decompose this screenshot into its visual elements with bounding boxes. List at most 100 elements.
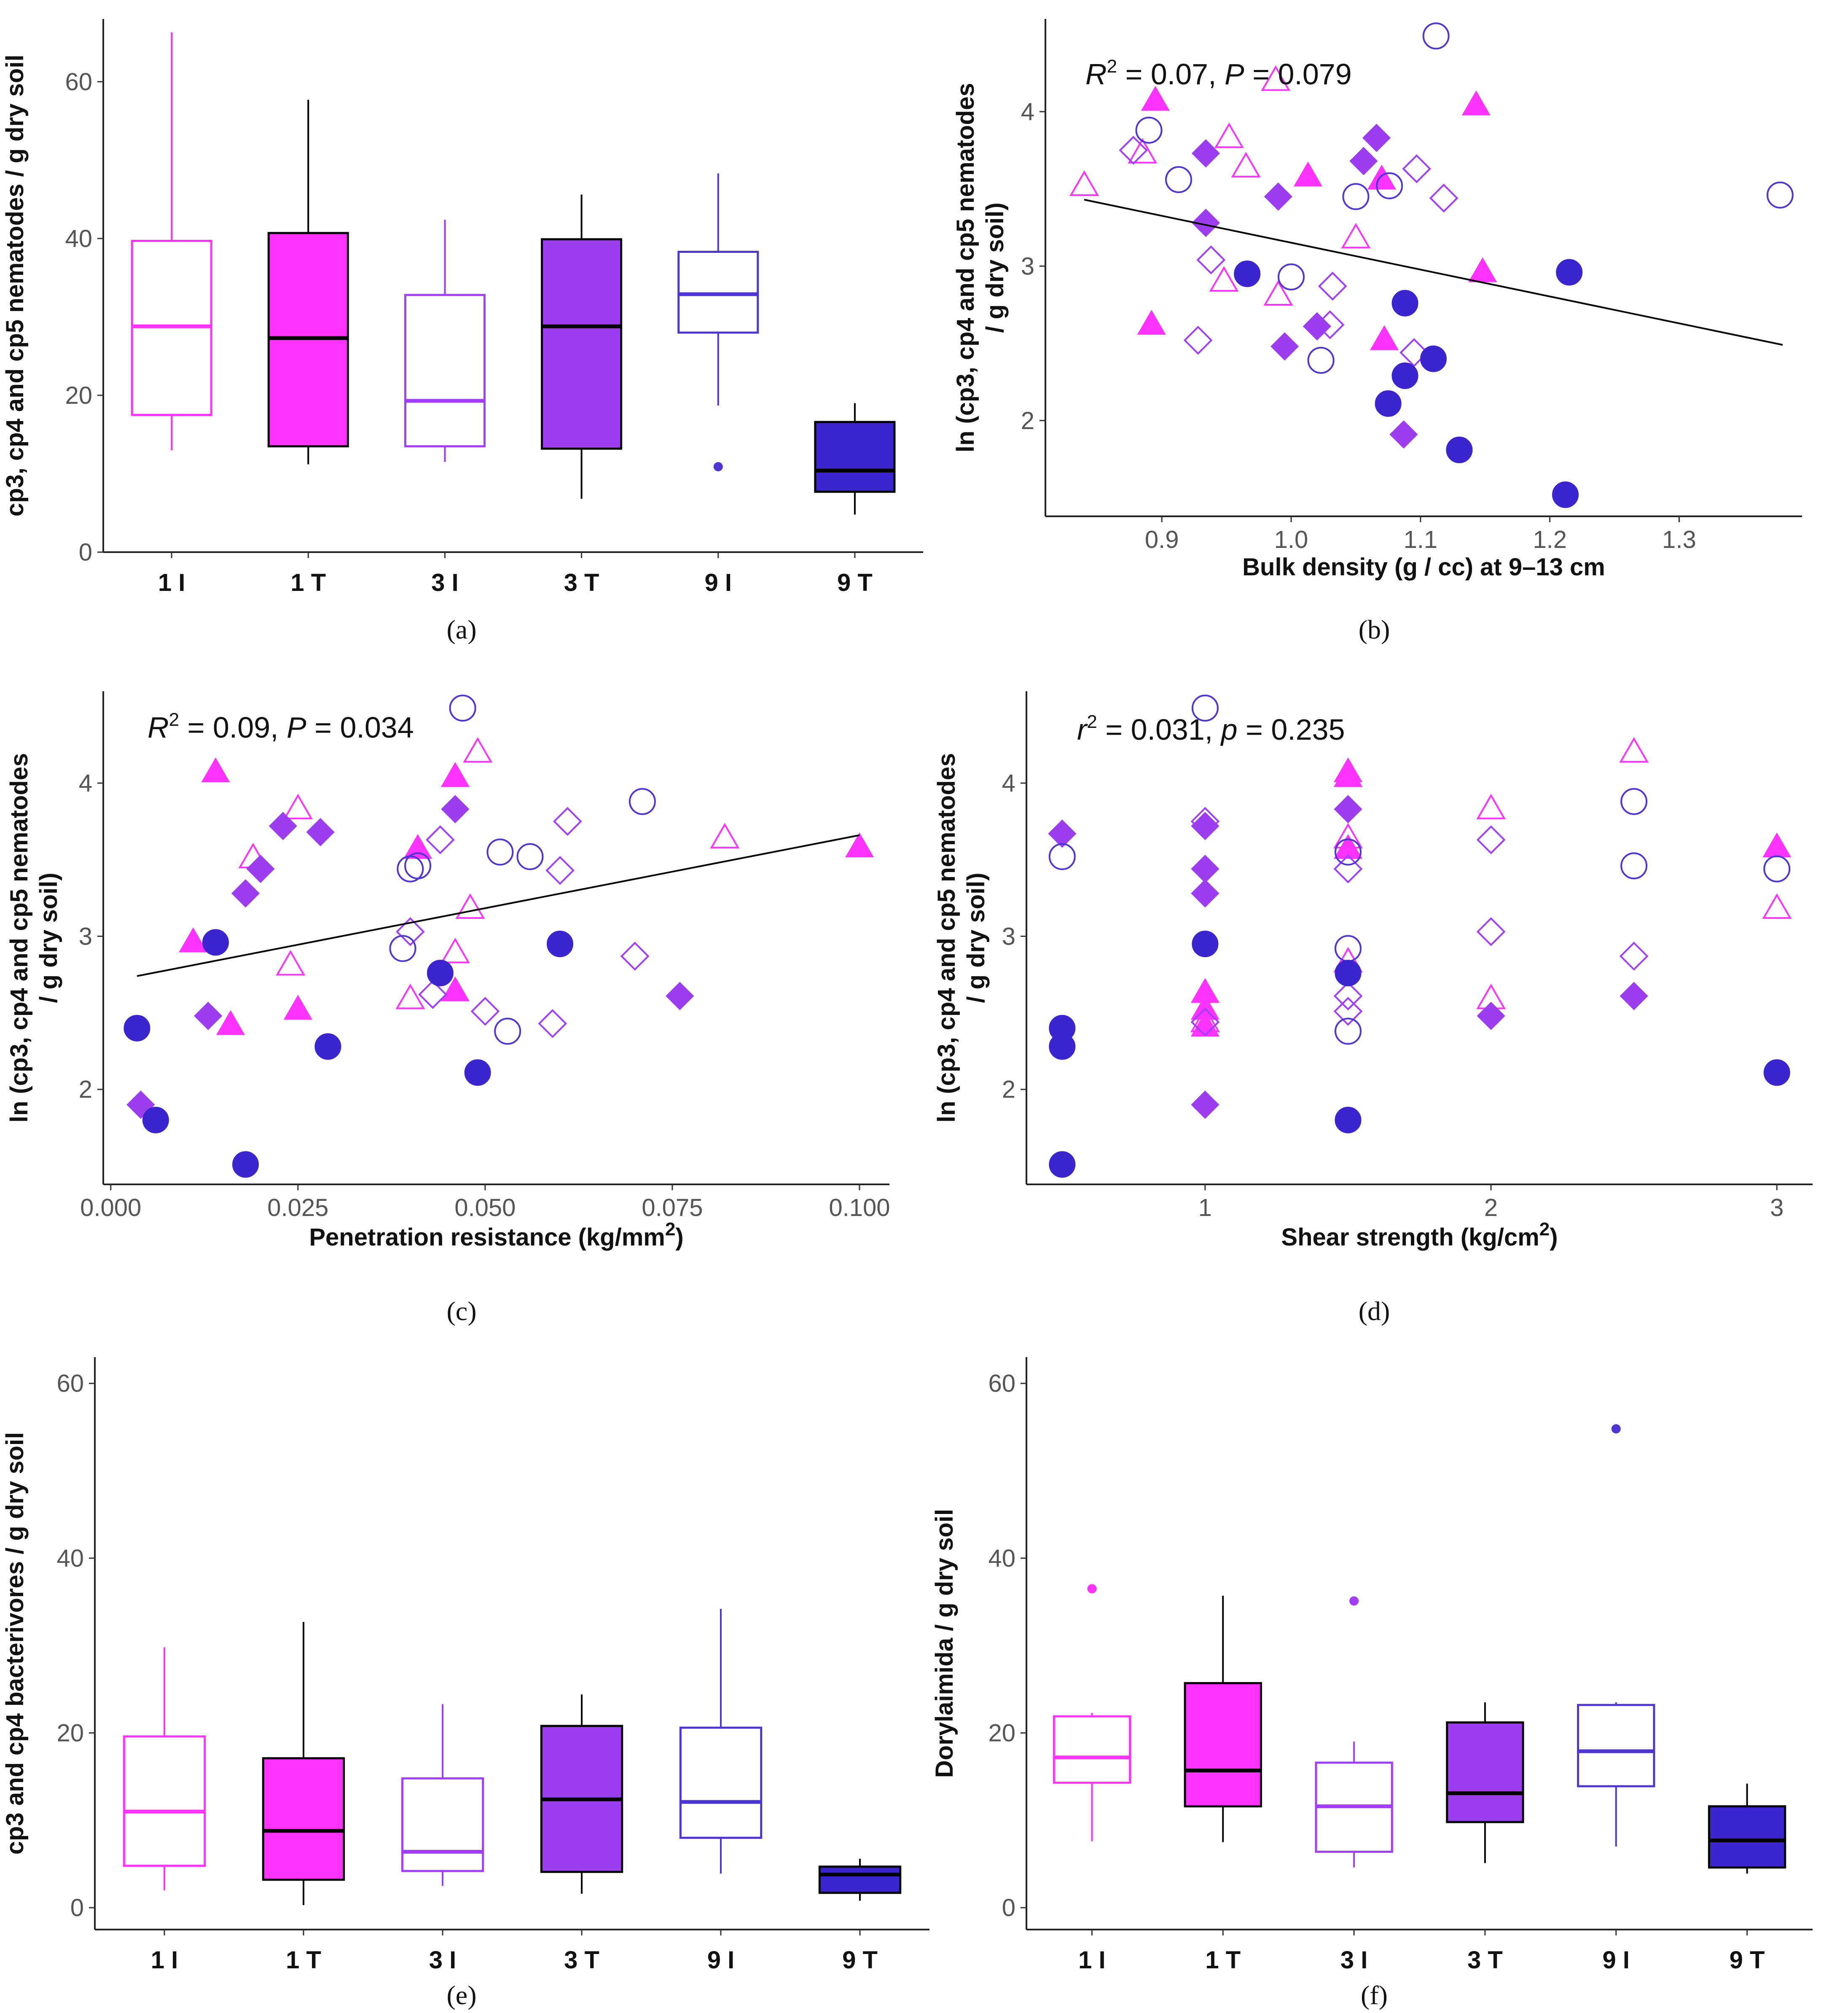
data-point-circle <box>1391 362 1418 389</box>
data-point-circle <box>1049 1151 1076 1178</box>
y-tick-label: 4 <box>79 770 92 797</box>
data-point-diamond <box>194 1001 223 1030</box>
box-3t <box>541 194 623 499</box>
data-point-diamond <box>1191 1090 1219 1119</box>
data-point-triangle <box>710 823 740 848</box>
y-axis-title: ln (cp3, cp4 and cp5 nematodes <box>952 83 979 453</box>
x-tick-label: 9 T <box>1730 1946 1765 1974</box>
series-3i <box>395 807 650 1038</box>
stats-annotation: r2 = 0.031, p = 0.235 <box>1077 711 1345 746</box>
data-point-circle <box>232 1151 259 1178</box>
data-point-circle <box>1620 852 1648 880</box>
x-tick-label: 9 I <box>1603 1946 1630 1974</box>
series-9t <box>1049 931 1790 1178</box>
data-point-circle <box>1620 788 1648 815</box>
data-point-circle <box>1048 843 1076 870</box>
panel-e: 0 20 40 60 cp3 and cp4 bacterivores / g dry … <box>1 1357 929 2010</box>
data-point-triangle <box>1128 138 1158 164</box>
data-point-triangle <box>1762 893 1792 919</box>
data-point-triangle <box>441 976 470 1001</box>
x-tick-label: 0.025 <box>267 1194 328 1221</box>
data-point-triangle <box>1367 164 1396 190</box>
box-9i <box>679 1609 763 1874</box>
x-tick-label: 9 I <box>707 1946 735 1974</box>
series-3t <box>126 795 694 1119</box>
data-point-circle <box>1391 290 1418 317</box>
y-axis-title: Dorylaimida / g dry soil <box>931 1509 958 1778</box>
data-point-triangle <box>201 757 230 783</box>
x-tick-label: 0.075 <box>642 1194 703 1221</box>
box-iqr <box>1577 1704 1655 1788</box>
box-iqr <box>679 1726 763 1839</box>
x-tick-label: 9 T <box>842 1946 878 1974</box>
data-point-diamond <box>1191 139 1220 168</box>
data-point-triangle <box>1333 834 1363 859</box>
data-point-diamond <box>1619 942 1649 971</box>
y-tick-label: 40 <box>56 1545 84 1572</box>
y-tick-label: 40 <box>988 1545 1015 1572</box>
data-point-triangle <box>1468 257 1497 282</box>
series-9t <box>124 929 573 1178</box>
data-point-triangle <box>283 794 313 819</box>
panel-f: 0 20 40 60 Dorylaimida / g dry soil (f) 1 I 1 T… <box>931 1357 1813 2010</box>
y-axis-title-line2: / g dry soil) <box>35 872 62 1003</box>
data-point-diamond <box>1119 136 1148 165</box>
data-point-circle <box>202 929 229 956</box>
regression-line <box>137 834 860 977</box>
y-tick-label: 2 <box>1021 407 1034 435</box>
x-tick-label: 1 I <box>158 569 185 596</box>
y-tick-label: 2 <box>79 1076 92 1103</box>
data-point-circle <box>1049 1033 1076 1060</box>
data-point-triangle <box>1069 170 1099 196</box>
panel-label: (b) <box>1359 615 1390 644</box>
data-point-triangle <box>463 737 493 763</box>
x-tick-label: 1 <box>1198 1194 1212 1221</box>
box-iqr <box>818 1865 902 1894</box>
x-tick-label: 1.0 <box>1274 526 1308 553</box>
data-point-circle <box>1307 346 1335 374</box>
data-point-circle <box>1376 172 1403 199</box>
data-point-circle <box>1165 166 1193 193</box>
y-axis-title: cp3, cp4 and cp5 nematodes / g dry soil <box>1 55 29 517</box>
panel-label: (f) <box>1361 1980 1388 2010</box>
data-point-circle <box>1192 931 1219 958</box>
data-point-circle <box>1766 181 1794 209</box>
x-tick-label: 0.000 <box>80 1194 141 1221</box>
data-point-circle <box>1277 263 1305 290</box>
x-tick-label: 1.3 <box>1662 526 1696 553</box>
data-point-triangle <box>1231 152 1261 177</box>
data-point-circle <box>1420 345 1447 372</box>
data-point-triangle <box>1370 325 1399 350</box>
box-9t <box>818 1859 902 1901</box>
data-point-circle <box>389 935 416 962</box>
box-1t <box>267 99 349 464</box>
data-point-diamond <box>441 795 470 824</box>
data-point-diamond <box>1190 1007 1220 1037</box>
x-tick-label: 0.100 <box>829 1194 890 1221</box>
data-point-triangle <box>1341 223 1371 249</box>
data-point-triangle <box>1209 266 1239 292</box>
x-tick-label: 1 I <box>1078 1946 1106 1974</box>
y-axis-title-line2: / g dry soil) <box>981 202 1009 333</box>
data-point-triangle <box>1476 794 1506 819</box>
data-point-circle <box>1763 855 1791 883</box>
panel-b: 2 3 4 ln (cp3, cp4 and cp5 nematodes / g dry… <box>952 19 1802 644</box>
y-tick-label: 0 <box>70 1894 84 1922</box>
data-point-triangle <box>276 950 306 976</box>
regression-line <box>1084 199 1783 346</box>
y-axis-title: ln (cp3, cp4 and cp5 nematodes <box>5 753 33 1123</box>
x-tick-label: 3 I <box>429 1946 457 1974</box>
data-point-diamond <box>1048 819 1077 848</box>
series-9i <box>389 694 656 1045</box>
series-3i <box>1190 807 1649 1037</box>
x-tick-label: 0.050 <box>454 1194 516 1221</box>
box-9t <box>814 403 896 515</box>
data-point-circle <box>1552 481 1579 508</box>
y-tick-label: 60 <box>988 1370 1015 1397</box>
data-point-triangle <box>1141 86 1170 111</box>
data-point-diamond <box>1620 982 1648 1010</box>
data-point-circle <box>427 960 454 987</box>
panel-c: 2 3 4 ln (cp3, cp4 and cp5 nematodes / g dry… <box>5 691 890 1326</box>
data-point-diamond <box>666 982 694 1010</box>
